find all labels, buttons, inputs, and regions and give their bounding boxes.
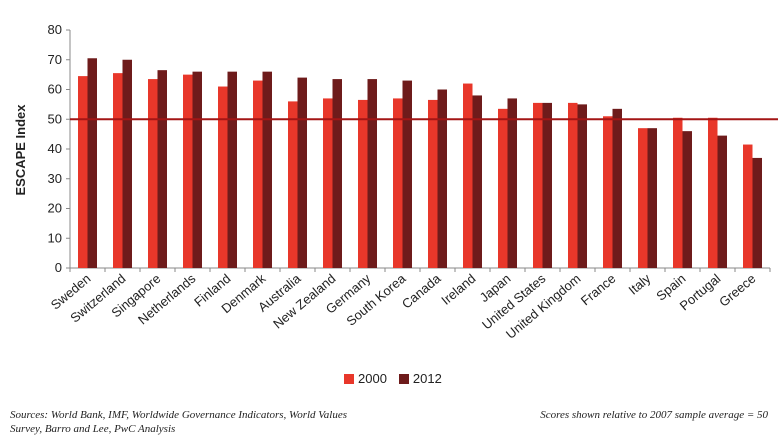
y-tick-label: 30 xyxy=(48,171,62,186)
chart-bars xyxy=(78,58,762,269)
bar-2000-canada xyxy=(428,99,438,268)
bar-2012-south-korea xyxy=(402,80,412,268)
bar-chart: 0 10 20 30 40 50 60 70 80 SwedenSwitzerlandSinga… xyxy=(13,22,778,342)
bar-2000-finland xyxy=(218,86,228,269)
bar-2012-united-states xyxy=(542,102,552,268)
bar-2000-ireland xyxy=(463,83,473,268)
bar-2012-united-kingdom xyxy=(577,104,587,268)
y-tick-label: 0 xyxy=(55,260,62,275)
bar-2000-new-zealand xyxy=(323,98,333,268)
legend-label-2012: 2012 xyxy=(412,371,442,386)
category-label: Greece xyxy=(716,271,758,310)
bar-2000-australia xyxy=(288,101,298,269)
bar-2012-singapore xyxy=(157,70,167,268)
legend-swatch-2000 xyxy=(344,373,354,384)
bar-2000-portugal xyxy=(708,117,718,268)
legend-item-2012: 2012 xyxy=(398,371,442,386)
bar-2000-sweden xyxy=(78,76,88,268)
bar-2012-germany xyxy=(367,79,377,269)
category-label: Italy xyxy=(626,270,654,297)
legend-item-2000: 2000 xyxy=(344,371,387,386)
bar-2012-spain xyxy=(682,131,692,268)
y-tick-label: 10 xyxy=(48,230,62,245)
legend-swatch-2012 xyxy=(398,373,409,384)
bar-2012-italy xyxy=(647,128,657,268)
category-labels: SwedenSwitzerlandSingaporeNetherlandsFin… xyxy=(48,270,759,341)
legend: 2000 2012 xyxy=(344,371,454,386)
bar-2012-portugal xyxy=(717,135,727,268)
bar-2012-sweden xyxy=(87,58,97,269)
bar-2000-south-korea xyxy=(393,98,403,268)
bar-2000-switzerland xyxy=(113,73,123,268)
bar-2012-netherlands xyxy=(192,71,202,269)
bar-2000-denmark xyxy=(253,80,263,268)
bar-2012-new-zealand xyxy=(332,79,342,269)
category-label: Ireland xyxy=(438,271,478,308)
y-tick-label: 50 xyxy=(48,111,62,126)
bar-2012-switzerland xyxy=(122,59,132,268)
y-tick-label: 60 xyxy=(48,82,62,97)
bar-2012-ireland xyxy=(472,95,482,268)
bar-2012-australia xyxy=(297,77,307,268)
category-label: France xyxy=(578,271,619,309)
bar-2000-germany xyxy=(358,99,368,268)
scores-note: Scores shown relative to 2007 sample ave… xyxy=(540,409,768,421)
bar-2012-france xyxy=(612,108,622,269)
bar-2012-japan xyxy=(507,98,517,268)
sources-note: Sources: World Bank, IMF, Worldwide Gove… xyxy=(10,409,347,435)
bar-2000-france xyxy=(603,116,613,269)
category-label: Canada xyxy=(399,270,444,311)
bar-2012-greece xyxy=(752,157,762,268)
bar-2012-finland xyxy=(227,71,237,269)
bar-2000-netherlands xyxy=(183,74,193,268)
y-tick-label: 80 xyxy=(48,22,62,37)
legend-label-2000: 2000 xyxy=(358,371,387,386)
bar-2000-japan xyxy=(498,108,508,269)
bar-2012-canada xyxy=(437,89,447,268)
bar-2000-italy xyxy=(638,128,648,268)
bar-2000-singapore xyxy=(148,79,158,269)
bar-2012-denmark xyxy=(262,71,272,269)
y-tick-label: 70 xyxy=(48,52,62,67)
bar-2000-united-kingdom xyxy=(568,102,578,268)
y-axis-label: ESCAPE Index xyxy=(13,104,28,196)
bar-2000-spain xyxy=(673,117,683,268)
bar-2000-greece xyxy=(743,144,753,268)
y-tick-label: 20 xyxy=(48,201,62,216)
bar-2000-united-states xyxy=(533,102,543,268)
y-tick-label: 40 xyxy=(48,141,62,156)
